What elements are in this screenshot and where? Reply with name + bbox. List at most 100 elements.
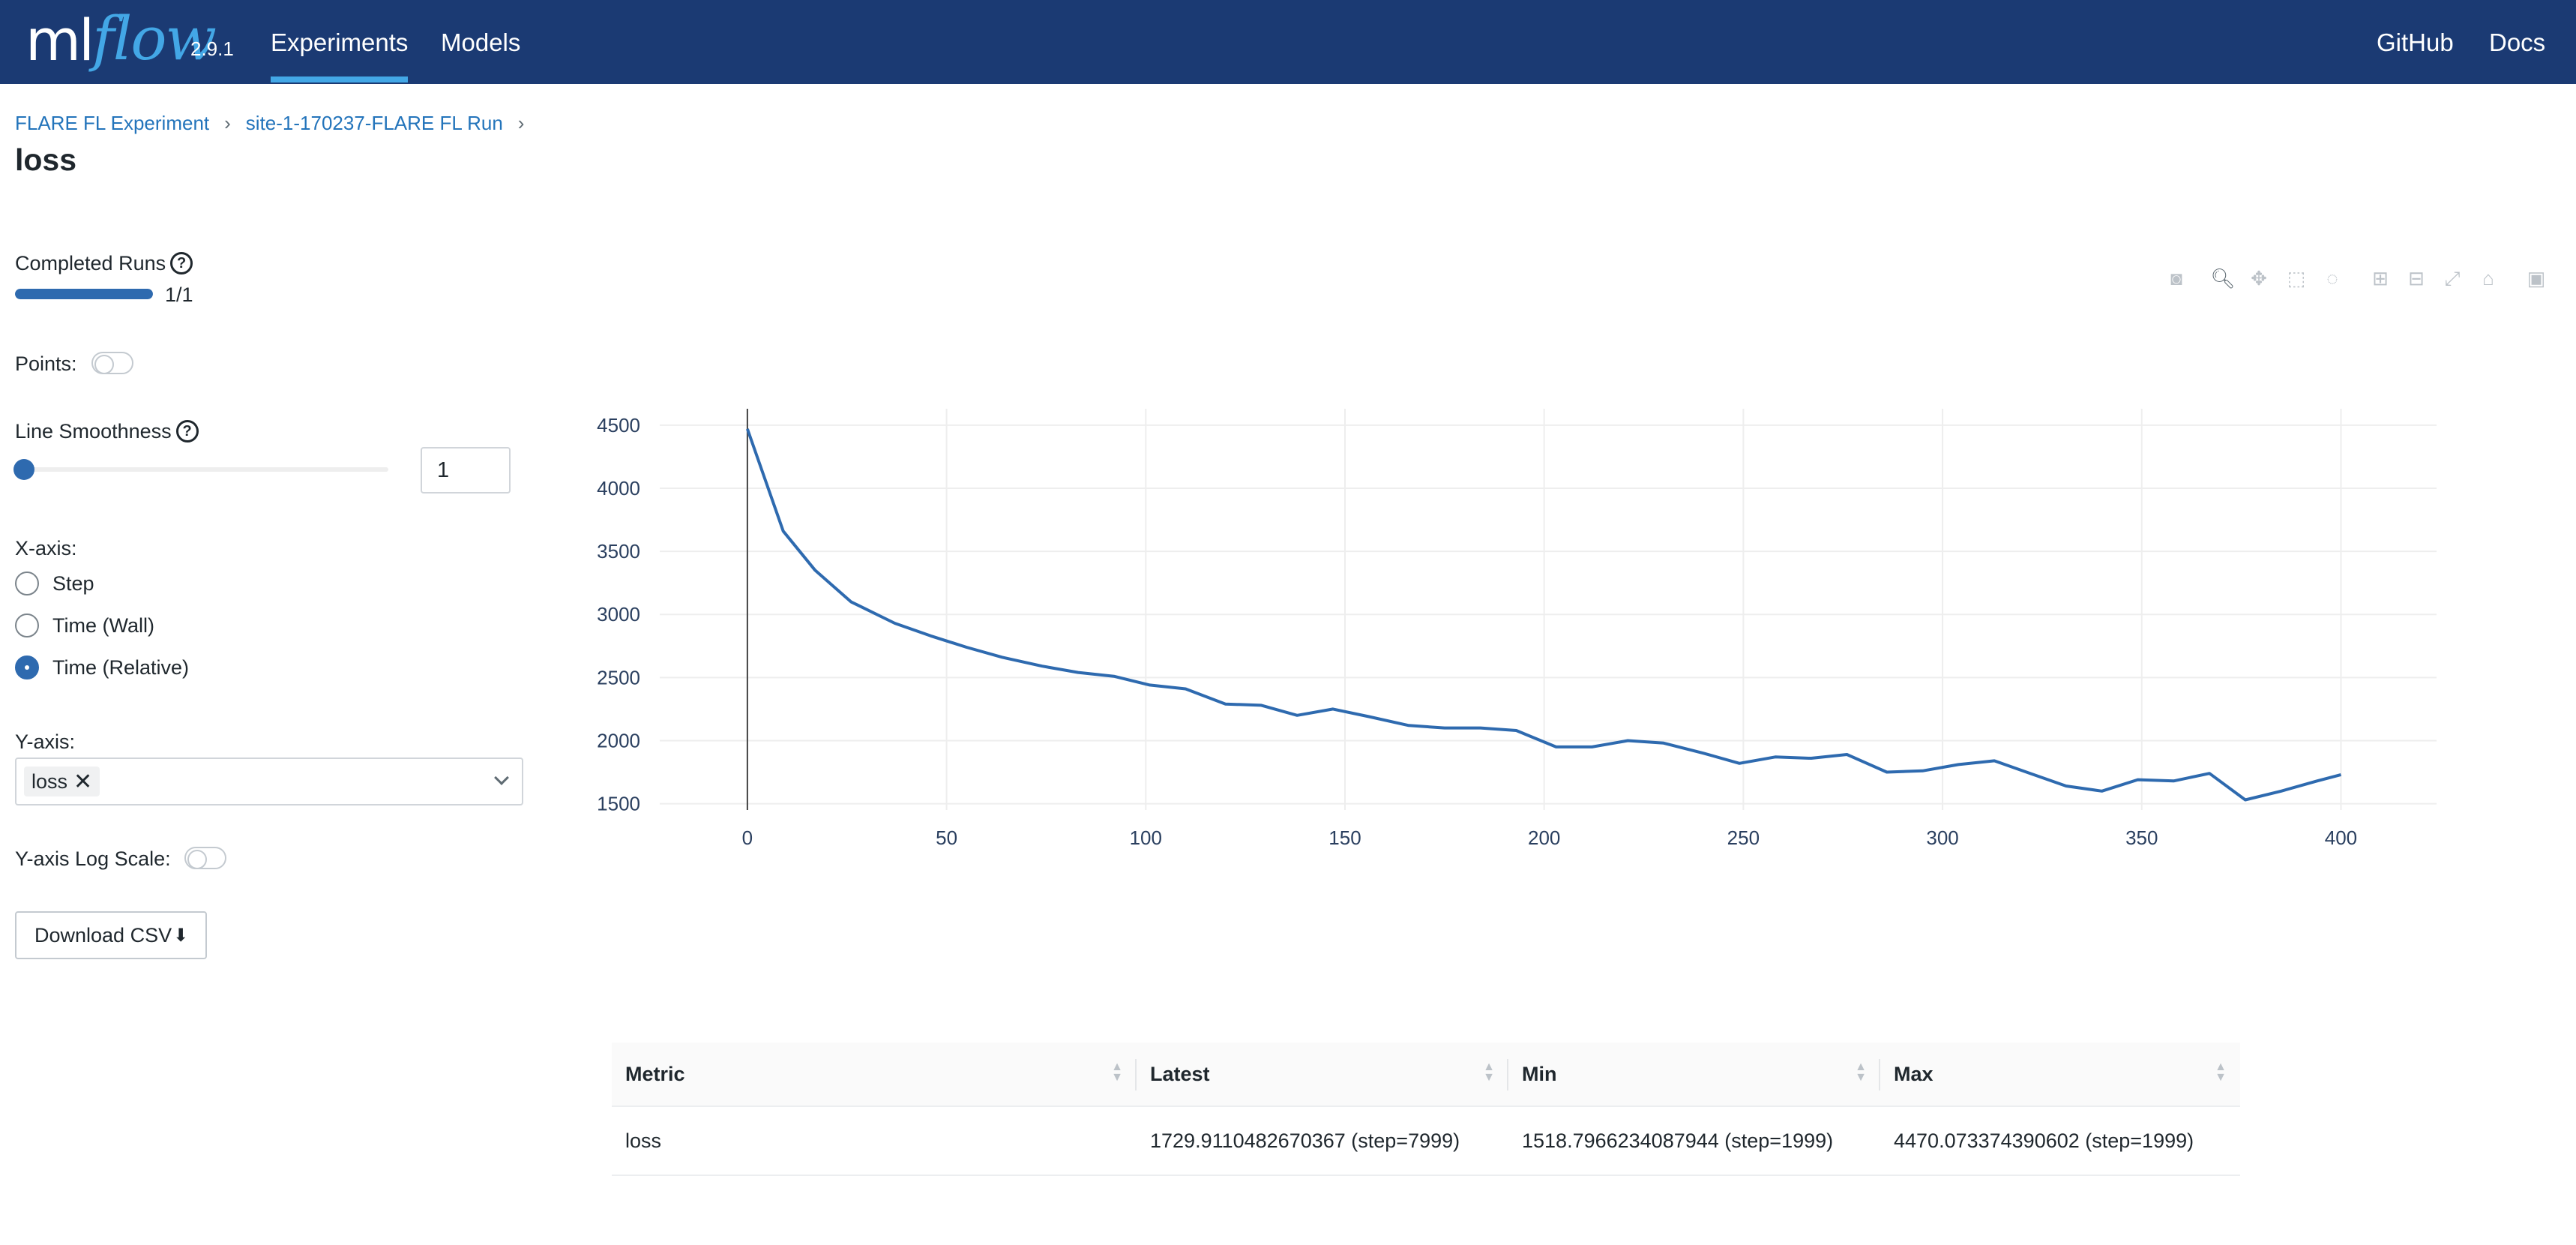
progress-fill: [15, 289, 153, 299]
xaxis-option-time-wall[interactable]: Time (Wall): [15, 614, 154, 638]
yaxis-tag: loss ✕: [24, 766, 100, 796]
radio-button[interactable]: [15, 614, 39, 638]
tab-models[interactable]: Models: [441, 28, 521, 56]
table-cell: 1729.9110482670367 (step=7999): [1150, 1129, 1460, 1152]
column-header-label: Latest: [1150, 1062, 1210, 1085]
sort-icon[interactable]: ▲ ▼: [1111, 1060, 1123, 1084]
yaxis-select[interactable]: loss ✕: [15, 758, 523, 806]
zoom-out-icon[interactable]: ⊟: [2408, 267, 2425, 290]
docs-link[interactable]: Docs: [2489, 28, 2546, 56]
column-divider: [1135, 1059, 1137, 1090]
pan-icon[interactable]: ✥: [2251, 267, 2267, 290]
x-tick-label: 350: [2125, 826, 2158, 849]
table-row: loss 1729.9110482670367 (step=7999) 1518…: [612, 1107, 2240, 1176]
sort-icon[interactable]: ▲ ▼: [1483, 1060, 1495, 1084]
y-tick-label: 3500: [597, 540, 640, 562]
table-cell: 4470.073374390602 (step=1999): [1894, 1129, 2194, 1152]
radio-button[interactable]: [15, 572, 39, 596]
breadcrumb-experiment-link[interactable]: FLARE FL Experiment: [15, 112, 210, 134]
help-icon[interactable]: ?: [170, 252, 193, 274]
table-cell: loss: [625, 1129, 662, 1152]
x-tick-label: 150: [1328, 826, 1361, 849]
close-icon[interactable]: ✕: [73, 769, 93, 794]
zoom-icon[interactable]: 🔍︎: [2210, 267, 2236, 290]
yaxis-label: Y-axis:: [15, 730, 76, 753]
completed-runs-row: Completed Runs?: [15, 252, 193, 275]
x-tick-label: 0: [742, 826, 753, 849]
smoothness-slider-track[interactable]: [24, 467, 388, 472]
download-csv-button[interactable]: Download CSV ⬇: [15, 911, 207, 959]
tab-experiments[interactable]: Experiments: [271, 28, 409, 82]
breadcrumb-separator: ›: [517, 112, 525, 134]
box-select-icon[interactable]: ⬚: [2287, 267, 2306, 290]
github-link[interactable]: GitHub: [2377, 28, 2454, 56]
completed-runs-count: 1/1: [165, 284, 193, 306]
top-navbar: ml flow 2.9.1 Experiments Models GitHub …: [0, 0, 2576, 84]
breadcrumb: FLARE FL Experiment › site-1-170237-FLAR…: [15, 112, 524, 135]
xaxis-option-step[interactable]: Step: [15, 572, 94, 596]
breadcrumb-separator: ›: [224, 112, 231, 134]
chevron-down-icon[interactable]: [494, 770, 509, 785]
column-divider: [1879, 1059, 1880, 1090]
completed-runs-label: Completed Runs: [15, 252, 166, 274]
x-tick-label: 200: [1528, 826, 1560, 849]
smoothness-slider-handle[interactable]: [13, 459, 34, 480]
radio-label: Time (Wall): [52, 614, 154, 637]
y-tick-label: 3000: [597, 603, 640, 626]
column-header-metric[interactable]: Metric ▲ ▼: [612, 1042, 1137, 1106]
mlflow-logo[interactable]: ml flow: [25, 4, 217, 80]
column-header-label: Metric: [625, 1062, 685, 1085]
home-icon[interactable]: ⌂: [2482, 267, 2494, 290]
sort-icon[interactable]: ▲ ▼: [1855, 1060, 1867, 1084]
download-icon: ⬇: [173, 925, 189, 946]
lasso-icon[interactable]: ◌: [2326, 267, 2338, 290]
smoothness-input[interactable]: [421, 447, 511, 494]
x-tick-label: 400: [2325, 826, 2357, 849]
points-label: Points:: [15, 352, 77, 375]
column-divider: [1507, 1059, 1508, 1090]
x-tick-label: 250: [1727, 826, 1760, 849]
smoothness-label: Line Smoothness: [15, 420, 172, 442]
y-tick-label: 4000: [597, 477, 640, 500]
xaxis-option-time-relative[interactable]: Time (Relative): [15, 656, 189, 680]
zoom-in-icon[interactable]: ⊞: [2372, 267, 2389, 290]
column-header-min[interactable]: Min ▲ ▼: [1508, 1042, 1880, 1106]
logo-flow-text: flow: [92, 4, 217, 74]
y-tick-label: 2000: [597, 729, 640, 752]
smoothness-row: Line Smoothness?: [15, 420, 199, 443]
column-header-max[interactable]: Max ▲ ▼: [1880, 1042, 2240, 1106]
radio-label: Time (Relative): [52, 656, 190, 679]
table-header: Metric ▲ ▼ Latest ▲ ▼ Min ▲ ▼ Max ▲ ▼: [612, 1042, 2240, 1107]
column-header-label: Max: [1894, 1062, 1933, 1085]
radio-label: Step: [52, 572, 94, 595]
y-tick-label: 4500: [597, 414, 640, 436]
metrics-table: Metric ▲ ▼ Latest ▲ ▼ Min ▲ ▼ Max ▲ ▼ loss 1…: [612, 1042, 2240, 1176]
radio-button-checked[interactable]: [15, 656, 39, 680]
x-tick-label: 50: [936, 826, 957, 849]
series-line: [746, 428, 2342, 802]
log-scale-toggle[interactable]: [184, 847, 226, 869]
column-header-latest[interactable]: Latest ▲ ▼: [1137, 1042, 1508, 1106]
completed-runs-progress: [15, 289, 153, 299]
xaxis-label: X-axis:: [15, 537, 77, 560]
loss-line-chart[interactable]: 0 50 100 150 200 250 300 350 400 1500 2000 2500 3000…: [570, 390, 2444, 855]
log-scale-label: Y-axis Log Scale:: [15, 848, 171, 870]
download-csv-label: Download CSV: [34, 923, 172, 946]
page-title: loss: [15, 142, 77, 177]
yaxis-tag-label: loss: [31, 770, 68, 793]
y-tick-label: 2500: [597, 666, 640, 688]
x-tick-label: 100: [1130, 826, 1162, 849]
version-label: 2.9.1: [190, 38, 234, 60]
table-cell: 1518.7966234087944 (step=1999): [1522, 1129, 1834, 1152]
save-icon[interactable]: ▣: [2527, 267, 2546, 290]
column-header-label: Min: [1522, 1062, 1557, 1085]
x-tick-label: 300: [1926, 826, 1958, 849]
camera-icon[interactable]: ◙: [2170, 267, 2182, 290]
breadcrumb-run-link[interactable]: site-1-170237-FLARE FL Run: [245, 112, 503, 134]
points-toggle[interactable]: [91, 352, 133, 374]
autoscale-icon[interactable]: ⤢: [2444, 267, 2461, 290]
y-tick-label: 1500: [597, 793, 640, 815]
help-icon[interactable]: ?: [175, 420, 199, 442]
sort-icon[interactable]: ▲ ▼: [2215, 1060, 2227, 1084]
logo-ml-text: ml: [25, 7, 94, 74]
